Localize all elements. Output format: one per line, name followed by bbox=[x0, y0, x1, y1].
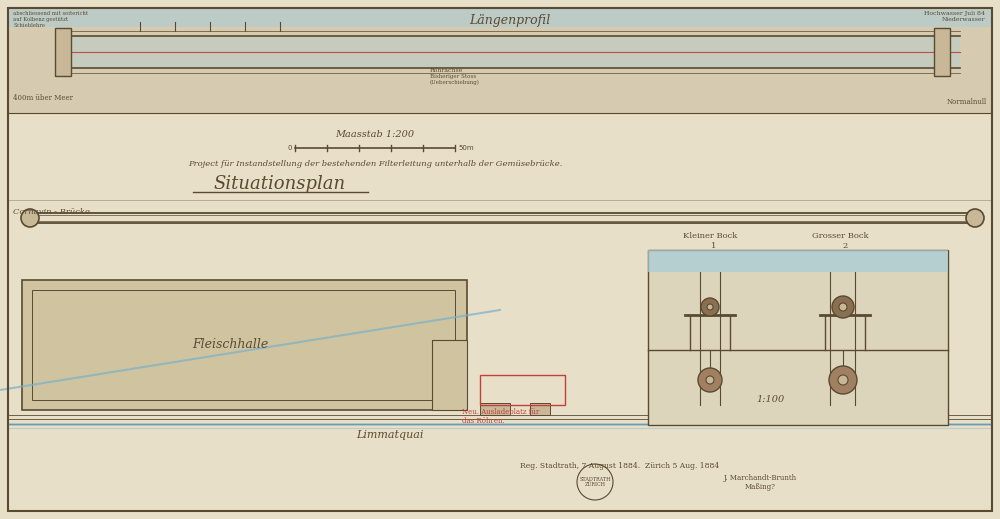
Bar bbox=[32, 290, 455, 400]
Text: Normalnull: Normalnull bbox=[947, 98, 987, 106]
Bar bbox=[648, 250, 948, 425]
Text: Project für Instandstellung der bestehenden Filterleitung unterhalb der Gemüsebr: Project für Instandstellung der bestehen… bbox=[188, 160, 562, 168]
Circle shape bbox=[839, 303, 847, 311]
Bar bbox=[934, 28, 950, 76]
Text: 50m: 50m bbox=[458, 145, 474, 151]
Text: abschliessend mit seitericht
auf Kolbenz gestützt
Schieblehre: abschliessend mit seitericht auf Kolbenz… bbox=[13, 11, 88, 28]
Circle shape bbox=[966, 209, 984, 227]
Text: Grosser Bock: Grosser Bock bbox=[812, 232, 868, 240]
Text: Limmatquai: Limmatquai bbox=[356, 430, 424, 440]
Circle shape bbox=[707, 304, 713, 310]
Text: Längenprofil: Längenprofil bbox=[469, 14, 551, 27]
Bar bbox=[700, 403, 735, 415]
Bar bbox=[480, 375, 565, 405]
Text: Fleischhalle: Fleischhalle bbox=[192, 338, 268, 351]
Text: Bisheriger Stoss
(Ueberschiebung): Bisheriger Stoss (Ueberschiebung) bbox=[430, 74, 480, 85]
Circle shape bbox=[832, 296, 854, 318]
Text: Rohrachse: Rohrachse bbox=[430, 68, 463, 73]
Polygon shape bbox=[432, 340, 467, 410]
Bar bbox=[820, 403, 850, 415]
Text: Reg. Stadtrath, 7 August 1884.  Zürich 5 Aug. 1884: Reg. Stadtrath, 7 August 1884. Zürich 5 … bbox=[520, 462, 720, 470]
Bar bbox=[9, 9, 991, 114]
Text: 0: 0 bbox=[288, 145, 292, 151]
Circle shape bbox=[701, 298, 719, 316]
Circle shape bbox=[21, 209, 39, 227]
Text: J. Marchandt-Brunth
Maßing?: J. Marchandt-Brunth Maßing? bbox=[723, 474, 797, 491]
Text: Situationsplan: Situationsplan bbox=[214, 175, 346, 193]
Circle shape bbox=[706, 376, 714, 384]
Text: Hochwasser Juli 84: Hochwasser Juli 84 bbox=[924, 11, 985, 16]
Text: 400m über Meer: 400m über Meer bbox=[13, 94, 73, 102]
Text: 1: 1 bbox=[711, 242, 717, 250]
Bar bbox=[9, 9, 991, 27]
Bar bbox=[22, 280, 467, 410]
Bar bbox=[60, 36, 960, 68]
Text: 1:100: 1:100 bbox=[756, 395, 784, 404]
Text: Kleiner Bock: Kleiner Bock bbox=[683, 232, 737, 240]
Bar bbox=[55, 28, 71, 76]
Bar bbox=[648, 250, 948, 272]
Text: Niederwasser: Niederwasser bbox=[942, 17, 985, 22]
Text: STADTRATH
ZÜRICH: STADTRATH ZÜRICH bbox=[579, 476, 611, 487]
Text: Cornavin - Brücke: Cornavin - Brücke bbox=[13, 208, 90, 216]
Bar bbox=[530, 403, 550, 415]
Circle shape bbox=[698, 368, 722, 392]
Text: Maasstab 1:200: Maasstab 1:200 bbox=[335, 130, 415, 139]
Text: 2: 2 bbox=[842, 242, 848, 250]
Circle shape bbox=[829, 366, 857, 394]
Bar bbox=[480, 403, 510, 415]
Bar bbox=[750, 403, 775, 415]
Text: Neu. Ausladeplatz für
das Röhren.: Neu. Ausladeplatz für das Röhren. bbox=[462, 408, 539, 425]
Circle shape bbox=[838, 375, 848, 385]
